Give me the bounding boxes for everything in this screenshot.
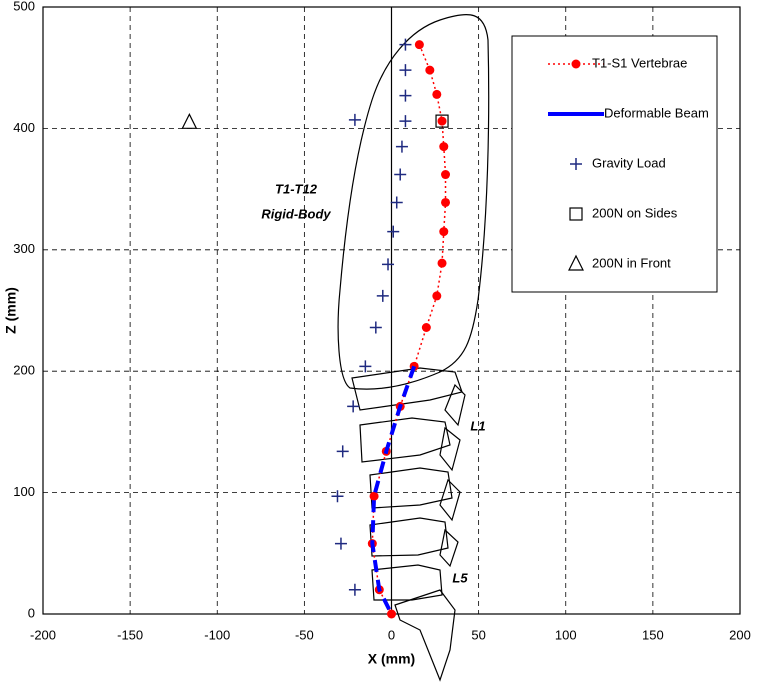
point (369, 491, 379, 501)
point (399, 115, 412, 128)
anatomy-outline (337, 13, 490, 682)
y-axis-label: Z (mm) (3, 287, 19, 334)
point (369, 321, 382, 334)
point (382, 258, 395, 271)
point (432, 291, 442, 301)
x-tick-label: -200 (30, 627, 56, 642)
point (395, 140, 408, 153)
point (376, 289, 389, 302)
y-tick-label: 500 (13, 0, 35, 13)
annotation: Rigid-Body (261, 206, 331, 221)
x-tick-label: 50 (471, 627, 485, 642)
point (348, 113, 361, 126)
y-tick-label: 200 (13, 363, 35, 378)
point (439, 227, 449, 237)
point (387, 609, 396, 619)
point (432, 89, 442, 99)
legend-box (511, 35, 718, 293)
point (336, 445, 349, 458)
series-line (370, 365, 417, 615)
y-tick-label: 400 (13, 120, 35, 135)
point (421, 322, 431, 332)
annotation: L5 (452, 570, 468, 585)
point (441, 197, 451, 207)
y-tick-label: 300 (13, 241, 35, 256)
point (390, 196, 403, 209)
legend-label: T1-S1 Vertebrae (592, 55, 687, 70)
x-tick-label: -50 (295, 627, 314, 642)
legend-label: 200N in Front (592, 255, 671, 270)
point (387, 225, 400, 238)
legend-marker (569, 207, 583, 221)
x-tick-label: 200 (729, 627, 751, 642)
point (399, 38, 412, 51)
point (359, 360, 372, 373)
legend-label: Gravity Load (592, 155, 666, 170)
point (399, 64, 412, 77)
x-tick-label: 0 (388, 627, 395, 642)
y-tick-label: 0 (28, 605, 35, 620)
point (399, 89, 412, 102)
point (414, 40, 424, 50)
point (439, 142, 449, 152)
point (437, 258, 447, 268)
point (334, 537, 347, 550)
legend-label: Deformable Beam (604, 105, 709, 120)
annotation: L1 (470, 418, 485, 433)
x-axis-label: X (mm) (368, 651, 415, 667)
legend-marker (570, 158, 582, 170)
point (331, 490, 344, 503)
point (441, 170, 451, 180)
legend-marker (568, 254, 584, 271)
y-tick-label: 100 (13, 484, 35, 499)
legend-marker (571, 59, 581, 69)
series-line (371, 44, 447, 615)
point (348, 583, 361, 596)
legend-label: 200N on Sides (592, 205, 678, 220)
x-tick-label: 150 (642, 627, 664, 642)
legend: T1-S1 Vertebrae Deformable Beam Gravity Lo… (511, 35, 718, 293)
x-tick-label: 100 (555, 627, 577, 642)
point (347, 400, 360, 413)
point (437, 116, 447, 126)
point (181, 112, 198, 129)
point (435, 114, 449, 128)
x-tick-label: -100 (204, 627, 230, 642)
x-tick-label: -150 (117, 627, 143, 642)
point (394, 168, 407, 181)
annotation: T1-T12 (275, 181, 318, 196)
point (425, 65, 435, 75)
